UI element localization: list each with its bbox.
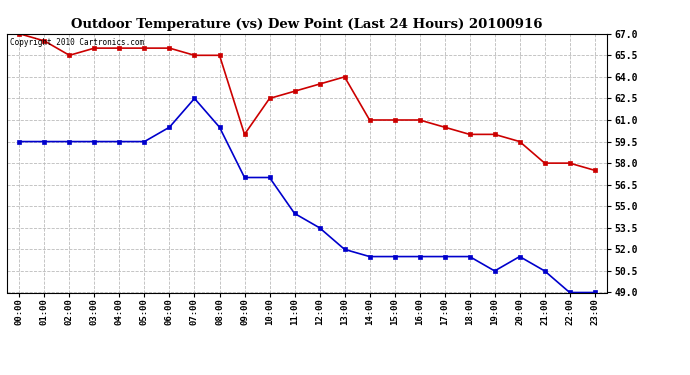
Title: Outdoor Temperature (vs) Dew Point (Last 24 Hours) 20100916: Outdoor Temperature (vs) Dew Point (Last…: [71, 18, 543, 31]
Text: Copyright 2010 Cartronics.com: Copyright 2010 Cartronics.com: [10, 38, 144, 46]
